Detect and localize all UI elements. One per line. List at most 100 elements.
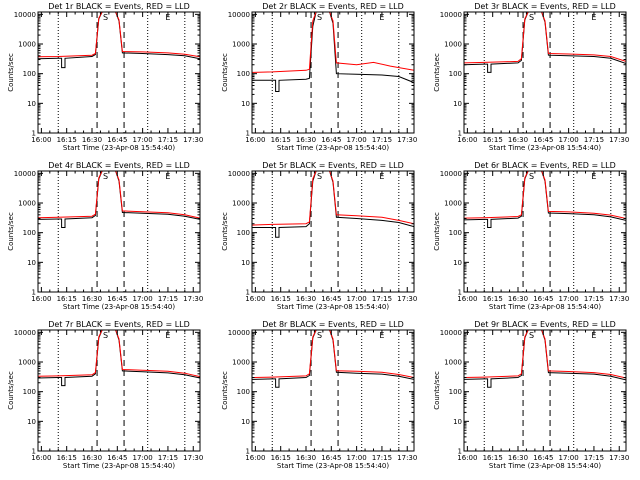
y-tick-label: 100 bbox=[23, 229, 36, 237]
panel-title: Det 6r BLACK = Events, RED = LLD bbox=[474, 161, 616, 170]
panels: Det 1r BLACK = Events, RED = LLD S E 1 10 100… bbox=[7, 2, 629, 470]
x-tick-label: 16:15 bbox=[57, 136, 77, 144]
x-axis-label: Start Time (23-Apr-08 15:54:40) bbox=[63, 462, 175, 470]
x-tick-label: 16:30 bbox=[296, 295, 316, 303]
lld-series-line bbox=[464, 330, 626, 379]
x-tick-label: 17:15 bbox=[372, 136, 392, 144]
marker-label: E bbox=[379, 331, 384, 340]
y-tick-label: 1000 bbox=[444, 41, 462, 49]
x-tick-label: 17:00 bbox=[133, 454, 153, 462]
x-tick-label: 17:30 bbox=[183, 136, 203, 144]
x-tick-label: 17:30 bbox=[183, 454, 203, 462]
x-tick-label: 16:45 bbox=[107, 295, 127, 303]
y-tick-label: 1 bbox=[246, 289, 250, 297]
y-tick-label: 10 bbox=[453, 418, 462, 426]
y-tick-label: 10000 bbox=[228, 329, 250, 337]
panel-title: Det 4r BLACK = Events, RED = LLD bbox=[48, 161, 190, 170]
x-tick-label: 16:15 bbox=[483, 454, 503, 462]
x-tick-label: 17:00 bbox=[347, 136, 367, 144]
y-tick-label: 100 bbox=[237, 70, 250, 78]
y-tick-label: 10 bbox=[453, 259, 462, 267]
x-tick-label: 16:15 bbox=[271, 136, 291, 144]
plot-frame bbox=[251, 329, 415, 452]
y-tick-label: 10000 bbox=[440, 170, 462, 178]
marker-label: S bbox=[103, 331, 108, 340]
x-tick-label: 16:15 bbox=[483, 136, 503, 144]
y-tick-label: 1 bbox=[32, 448, 36, 456]
x-tick-label: 16:00 bbox=[245, 454, 265, 462]
x-tick-label: 17:15 bbox=[158, 136, 178, 144]
x-tick-label: 16:00 bbox=[31, 136, 51, 144]
y-tick-label: 1 bbox=[32, 289, 36, 297]
x-tick-label: 16:00 bbox=[457, 136, 477, 144]
y-tick-label: 1000 bbox=[232, 41, 250, 49]
plot-frame bbox=[37, 170, 201, 293]
plot-frame bbox=[463, 11, 627, 134]
x-tick-label: 17:30 bbox=[397, 295, 417, 303]
y-tick-label: 10 bbox=[27, 418, 36, 426]
x-tick-label: 16:30 bbox=[508, 295, 528, 303]
y-tick-label: 1 bbox=[458, 130, 462, 138]
x-tick-label: 17:15 bbox=[372, 295, 392, 303]
marker-label: S bbox=[103, 13, 108, 22]
marker-label: E bbox=[379, 13, 384, 22]
plot-frame bbox=[37, 11, 201, 134]
panel-1: Det 1r BLACK = Events, RED = LLD S E 1 10 100… bbox=[7, 2, 203, 152]
x-tick-label: 16:45 bbox=[321, 295, 341, 303]
marker-label: E bbox=[379, 172, 384, 181]
y-tick-label: 10 bbox=[27, 100, 36, 108]
x-tick-label: 17:30 bbox=[397, 136, 417, 144]
x-tick-label: 16:30 bbox=[508, 454, 528, 462]
panel-title: Det 7r BLACK = Events, RED = LLD bbox=[48, 320, 190, 329]
x-tick-label: 16:45 bbox=[533, 295, 553, 303]
panel-title: Det 1r BLACK = Events, RED = LLD bbox=[48, 2, 190, 11]
x-axis-label: Start Time (23-Apr-08 15:54:40) bbox=[489, 144, 601, 152]
x-tick-label: 17:15 bbox=[584, 136, 604, 144]
x-tick-label: 16:30 bbox=[82, 295, 102, 303]
x-tick-label: 16:00 bbox=[245, 136, 265, 144]
x-tick-label: 16:45 bbox=[107, 136, 127, 144]
y-axis-label: Counts/sec bbox=[7, 53, 15, 92]
y-axis-label: Counts/sec bbox=[433, 212, 441, 251]
x-tick-label: 16:30 bbox=[82, 454, 102, 462]
x-axis-label: Start Time (23-Apr-08 15:54:40) bbox=[277, 462, 389, 470]
y-axis-label: Counts/sec bbox=[433, 371, 441, 410]
y-axis-label: Counts/sec bbox=[7, 371, 15, 410]
marker-label: S bbox=[317, 172, 322, 181]
x-tick-label: 17:15 bbox=[584, 454, 604, 462]
y-tick-label: 10000 bbox=[440, 11, 462, 19]
marker-label: S bbox=[529, 13, 534, 22]
x-tick-label: 16:00 bbox=[457, 295, 477, 303]
marker-label: S bbox=[317, 13, 322, 22]
panel-title: Det 5r BLACK = Events, RED = LLD bbox=[262, 161, 404, 170]
y-axis-label: Counts/sec bbox=[221, 212, 229, 251]
x-tick-label: 16:30 bbox=[82, 136, 102, 144]
lld-series-line bbox=[464, 12, 626, 64]
marker-label: E bbox=[165, 13, 170, 22]
x-tick-label: 17:00 bbox=[347, 454, 367, 462]
panel-8: Det 8r BLACK = Events, RED = LLD S E 1 10 100… bbox=[221, 320, 417, 470]
y-tick-label: 10 bbox=[241, 259, 250, 267]
y-tick-label: 1 bbox=[458, 289, 462, 297]
plot-frame bbox=[463, 170, 627, 293]
panel-5: Det 5r BLACK = Events, RED = LLD S E 1 10 100… bbox=[221, 161, 417, 311]
y-tick-label: 10 bbox=[241, 418, 250, 426]
marker-label: E bbox=[591, 13, 596, 22]
x-tick-label: 16:45 bbox=[321, 136, 341, 144]
y-tick-label: 100 bbox=[237, 388, 250, 396]
x-axis-label: Start Time (23-Apr-08 15:54:40) bbox=[277, 144, 389, 152]
x-tick-label: 17:15 bbox=[158, 295, 178, 303]
panel-title: Det 3r BLACK = Events, RED = LLD bbox=[474, 2, 616, 11]
x-tick-label: 16:15 bbox=[57, 295, 77, 303]
panel-9: Det 9r BLACK = Events, RED = LLD S E 1 10 100… bbox=[433, 320, 629, 470]
y-tick-label: 10000 bbox=[228, 170, 250, 178]
panel-3: Det 3r BLACK = Events, RED = LLD S E 1 10 100… bbox=[433, 2, 629, 152]
y-tick-label: 1000 bbox=[18, 359, 36, 367]
panel-title: Det 9r BLACK = Events, RED = LLD bbox=[474, 320, 616, 329]
panel-4: Det 4r BLACK = Events, RED = LLD S E 1 10 100… bbox=[7, 161, 203, 311]
lld-series-line bbox=[252, 330, 414, 378]
y-tick-label: 1000 bbox=[232, 200, 250, 208]
y-tick-label: 1 bbox=[246, 130, 250, 138]
y-tick-label: 1000 bbox=[232, 359, 250, 367]
